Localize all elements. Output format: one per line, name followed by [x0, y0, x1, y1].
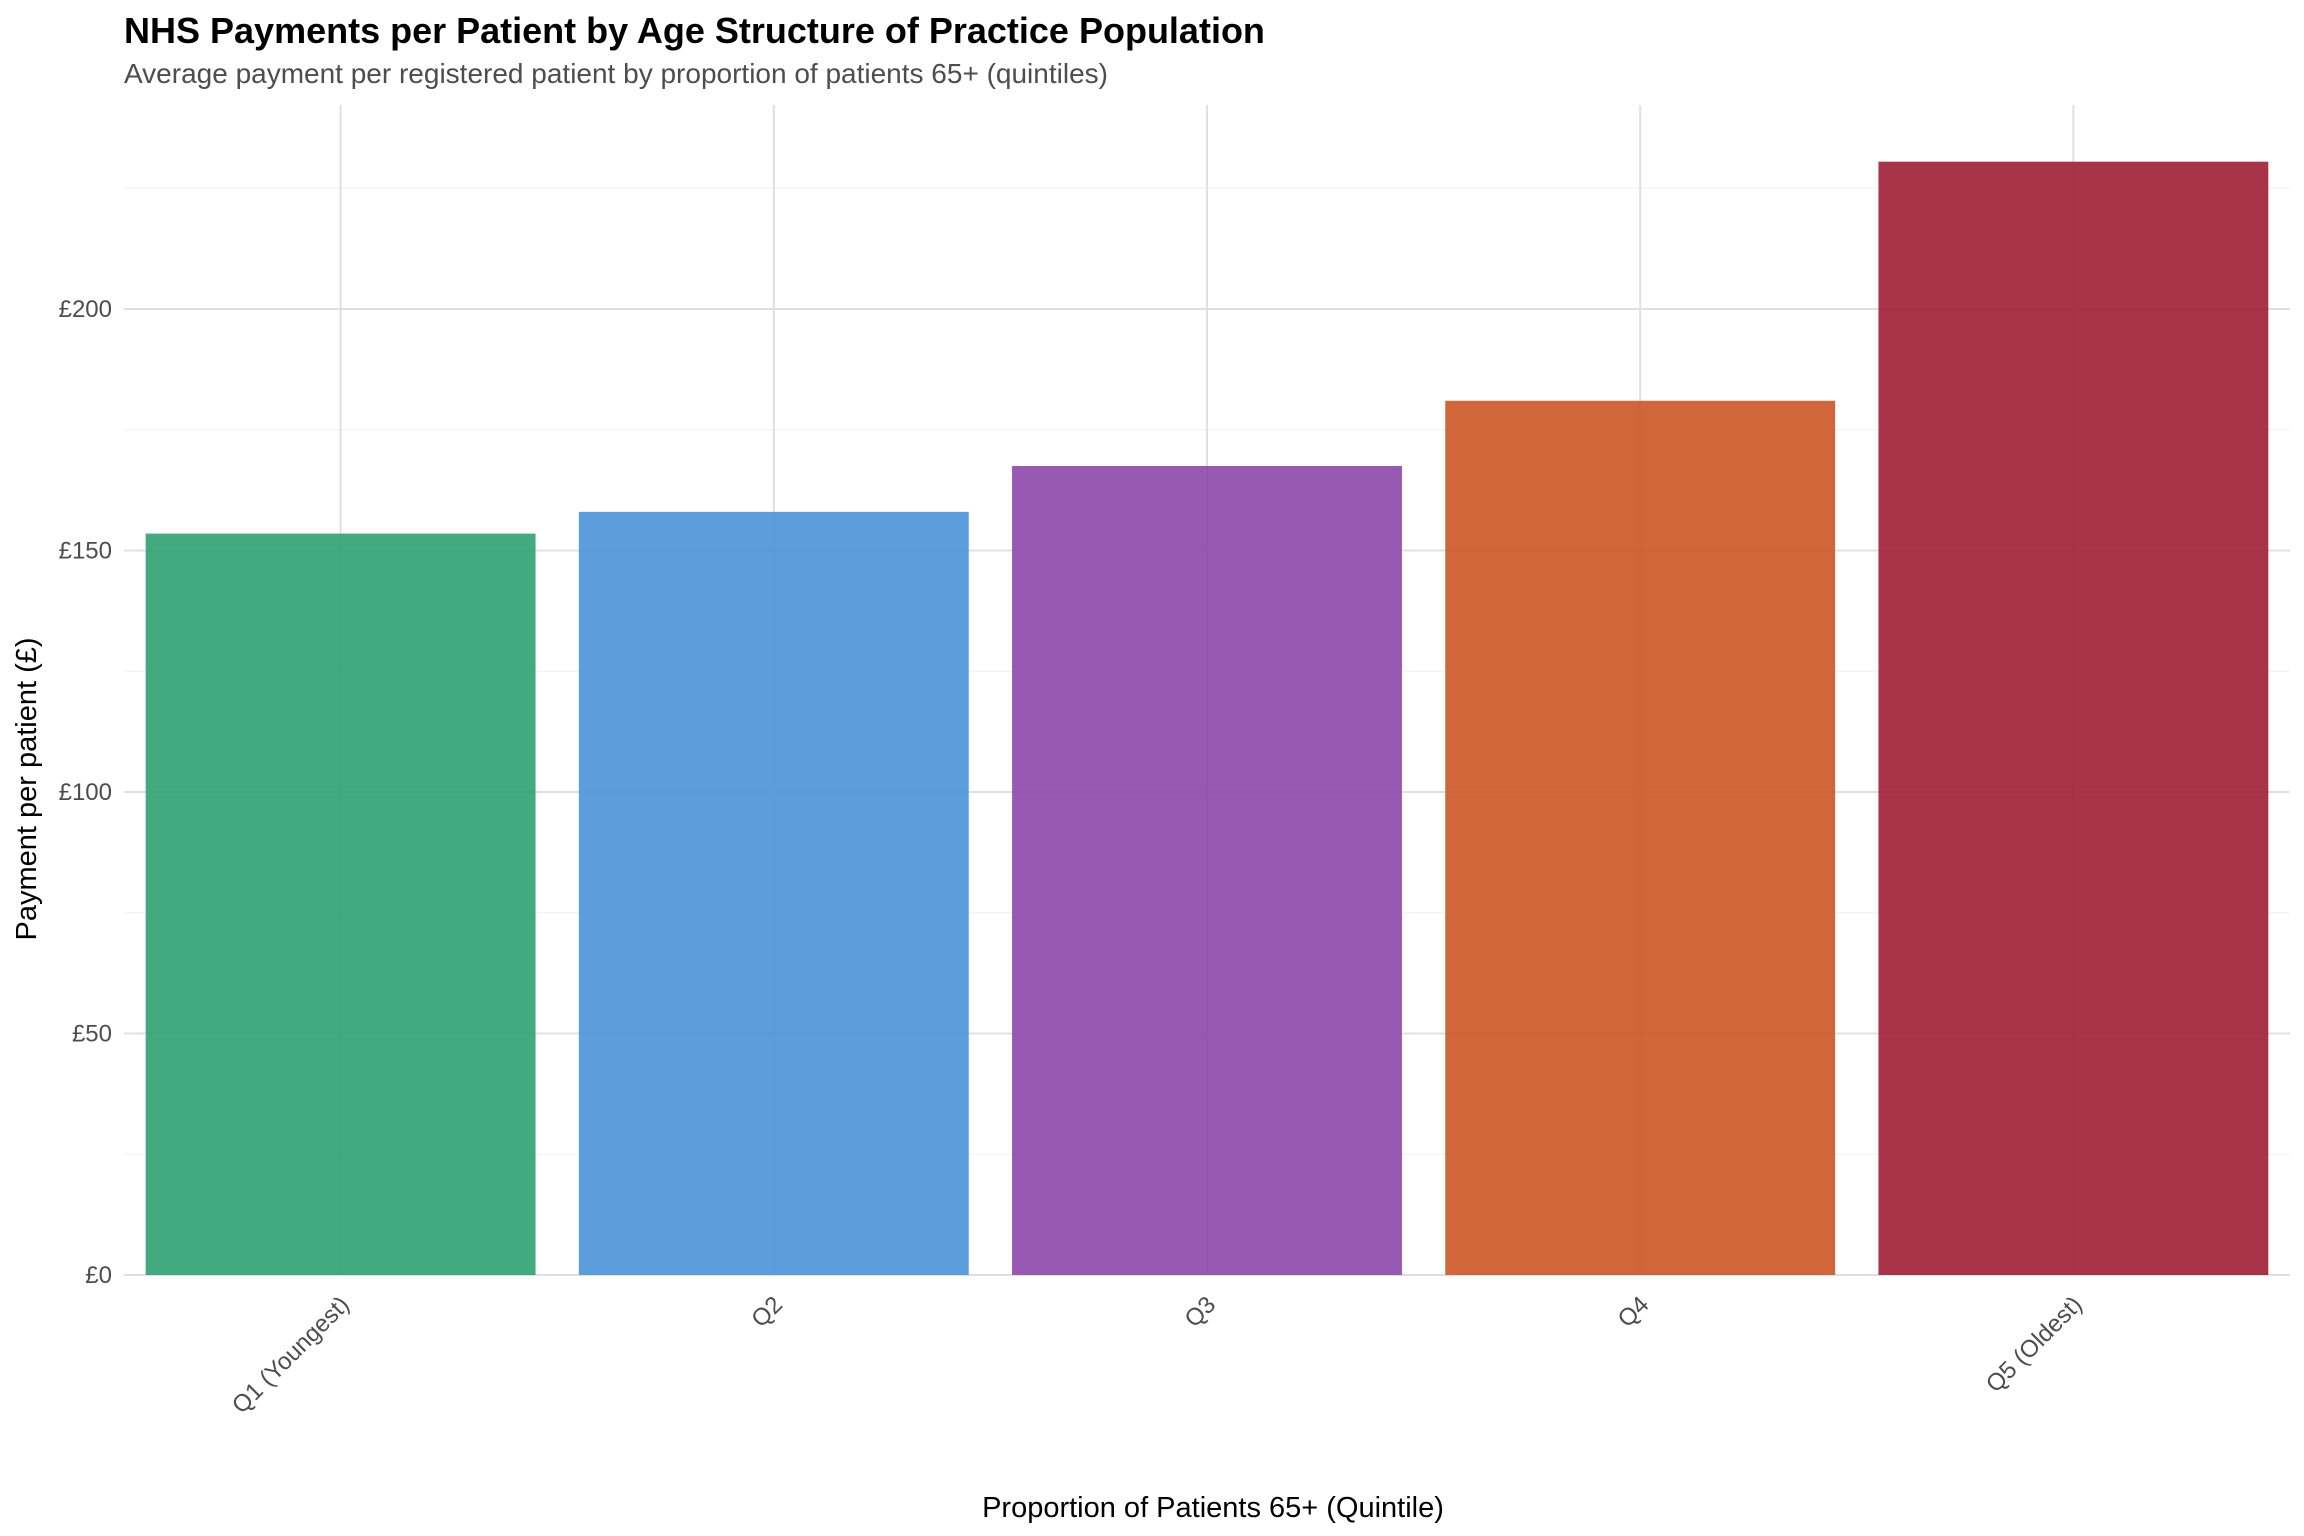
x-tick-label: Q4 — [1613, 1291, 1655, 1333]
chart-title: NHS Payments per Patient by Age Structur… — [124, 10, 1265, 51]
bars — [145, 161, 2269, 1276]
x-axis-ticks: Q1 (Youngest) Q2 Q3 Q4 Q5 (Oldest) — [227, 1291, 2088, 1419]
y-tick-label: £150 — [59, 538, 112, 565]
x-tick-label: Q3 — [1180, 1291, 1222, 1333]
y-tick-label: £200 — [59, 296, 112, 323]
y-axis-title: Payment per patient (£) — [11, 637, 43, 940]
y-axis-ticks: £0 £50 £100 £150 £200 — [59, 296, 112, 1289]
bar-4 — [1445, 400, 1836, 1275]
y-tick-label: £0 — [85, 1262, 112, 1289]
bar-3 — [1012, 465, 1402, 1276]
x-tick-label: Q5 (Oldest) — [1981, 1291, 2088, 1398]
x-tick-label: Q1 (Youngest) — [227, 1291, 355, 1419]
bar-1 — [145, 533, 536, 1275]
chart-subtitle: Average payment per registered patient b… — [124, 58, 1108, 89]
bar-5 — [1878, 161, 2269, 1275]
y-tick-label: £100 — [59, 779, 112, 806]
x-axis-title: Proportion of Patients 65+ (Quintile) — [982, 1492, 1444, 1524]
x-tick-label: Q2 — [746, 1291, 788, 1333]
y-tick-label: £50 — [72, 1021, 112, 1048]
bar-2 — [578, 511, 969, 1275]
